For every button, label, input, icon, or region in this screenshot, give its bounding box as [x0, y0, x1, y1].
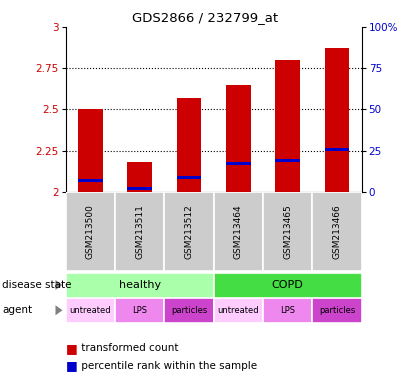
- Text: GSM213465: GSM213465: [283, 204, 292, 259]
- Text: GSM213512: GSM213512: [185, 204, 194, 259]
- Bar: [78, 179, 103, 182]
- Bar: [263, 298, 312, 323]
- Bar: [325, 48, 349, 192]
- Bar: [214, 192, 263, 271]
- Bar: [177, 98, 201, 192]
- Bar: [78, 109, 103, 192]
- Bar: [164, 192, 214, 271]
- Bar: [177, 175, 201, 179]
- Bar: [66, 298, 115, 323]
- Bar: [325, 147, 349, 151]
- Text: disease state: disease state: [2, 280, 72, 290]
- Text: untreated: untreated: [69, 306, 111, 315]
- Text: LPS: LPS: [280, 306, 295, 315]
- Bar: [66, 273, 214, 298]
- Text: GSM213466: GSM213466: [332, 204, 342, 259]
- Bar: [226, 162, 251, 166]
- Text: particles: particles: [171, 306, 207, 315]
- Text: GDS2866 / 232799_at: GDS2866 / 232799_at: [132, 11, 279, 24]
- Text: GSM213500: GSM213500: [86, 204, 95, 259]
- Text: agent: agent: [2, 305, 32, 315]
- Text: ■: ■: [66, 342, 78, 355]
- Bar: [66, 192, 115, 271]
- Bar: [127, 162, 152, 192]
- Bar: [214, 273, 362, 298]
- Polygon shape: [55, 280, 62, 290]
- Bar: [115, 192, 164, 271]
- Text: untreated: untreated: [217, 306, 259, 315]
- Bar: [226, 85, 251, 192]
- Text: particles: particles: [319, 306, 355, 315]
- Text: GSM213511: GSM213511: [135, 204, 144, 259]
- Text: LPS: LPS: [132, 306, 147, 315]
- Text: GSM213464: GSM213464: [234, 204, 243, 259]
- Bar: [164, 298, 214, 323]
- Text: healthy: healthy: [119, 280, 161, 290]
- Bar: [312, 298, 362, 323]
- Bar: [115, 298, 164, 323]
- Bar: [312, 192, 362, 271]
- Text: transformed count: transformed count: [78, 343, 179, 353]
- Text: COPD: COPD: [272, 280, 304, 290]
- Text: percentile rank within the sample: percentile rank within the sample: [78, 361, 257, 371]
- Bar: [127, 187, 152, 190]
- Bar: [275, 60, 300, 192]
- Text: ■: ■: [66, 359, 78, 372]
- Bar: [214, 298, 263, 323]
- Bar: [275, 159, 300, 162]
- Polygon shape: [55, 305, 62, 315]
- Bar: [263, 192, 312, 271]
